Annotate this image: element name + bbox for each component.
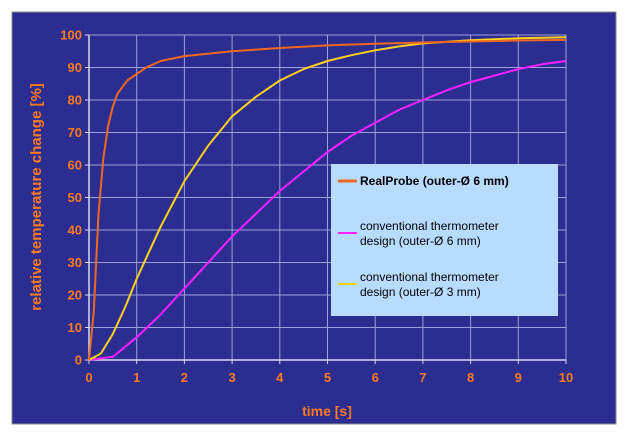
x-tick-label: 6 bbox=[372, 370, 379, 385]
y-tick-label: 100 bbox=[60, 28, 82, 43]
legend-label-realprobe: RealProbe (outer-Ø 6 mm) bbox=[360, 174, 509, 188]
legend-label-line: design (outer-Ø 6 mm) bbox=[360, 234, 481, 248]
y-tick-label: 10 bbox=[68, 320, 82, 335]
legend-label-line: design (outer-Ø 3 mm) bbox=[360, 285, 481, 299]
legend-label-conventional-6mm: conventional thermometer design (outer-Ø … bbox=[360, 219, 499, 248]
x-tick-label: 1 bbox=[133, 370, 140, 385]
y-tick-label: 80 bbox=[68, 93, 82, 108]
x-tick-label: 10 bbox=[559, 370, 573, 385]
y-tick-label: 90 bbox=[68, 60, 82, 75]
y-tick-labels: 0 10 20 30 40 50 60 70 80 90 100 bbox=[60, 28, 82, 368]
axes bbox=[85, 34, 567, 364]
x-tick-label: 0 bbox=[85, 370, 92, 385]
x-tick-label: 2 bbox=[181, 370, 188, 385]
y-tick-label: 0 bbox=[75, 353, 82, 368]
legend-label-line: conventional thermometer bbox=[360, 219, 499, 233]
y-tick-label: 40 bbox=[68, 223, 82, 238]
series-line-0 bbox=[88, 38, 567, 361]
y-tick-label: 20 bbox=[68, 288, 82, 303]
x-tick-label: 4 bbox=[276, 370, 284, 385]
y-tick-label: 30 bbox=[68, 255, 82, 270]
series-line-2 bbox=[88, 36, 567, 361]
series-lines bbox=[88, 36, 567, 361]
legend-label-conventional-3mm: conventional thermometer design (outer-Ø … bbox=[360, 270, 499, 299]
x-tick-labels: 0 1 2 3 4 5 6 7 8 9 10 bbox=[85, 370, 573, 385]
legend: RealProbe (outer-Ø 6 mm) conventional th… bbox=[331, 164, 558, 316]
x-tick-label: 5 bbox=[324, 370, 331, 385]
legend-label-line: conventional thermometer bbox=[360, 270, 499, 284]
y-tick-label: 70 bbox=[68, 125, 82, 140]
x-tick-label: 8 bbox=[467, 370, 474, 385]
y-axis-label: relative temperature change [%] bbox=[28, 83, 45, 311]
legend-box bbox=[331, 164, 558, 316]
x-axis-label: time [s] bbox=[302, 403, 352, 419]
x-tick-label: 3 bbox=[228, 370, 235, 385]
x-tick-label: 7 bbox=[419, 370, 426, 385]
y-tick-label: 50 bbox=[68, 190, 82, 205]
series-line-1 bbox=[88, 60, 567, 361]
y-tick-label: 60 bbox=[68, 158, 82, 173]
x-tick-label: 9 bbox=[515, 370, 522, 385]
